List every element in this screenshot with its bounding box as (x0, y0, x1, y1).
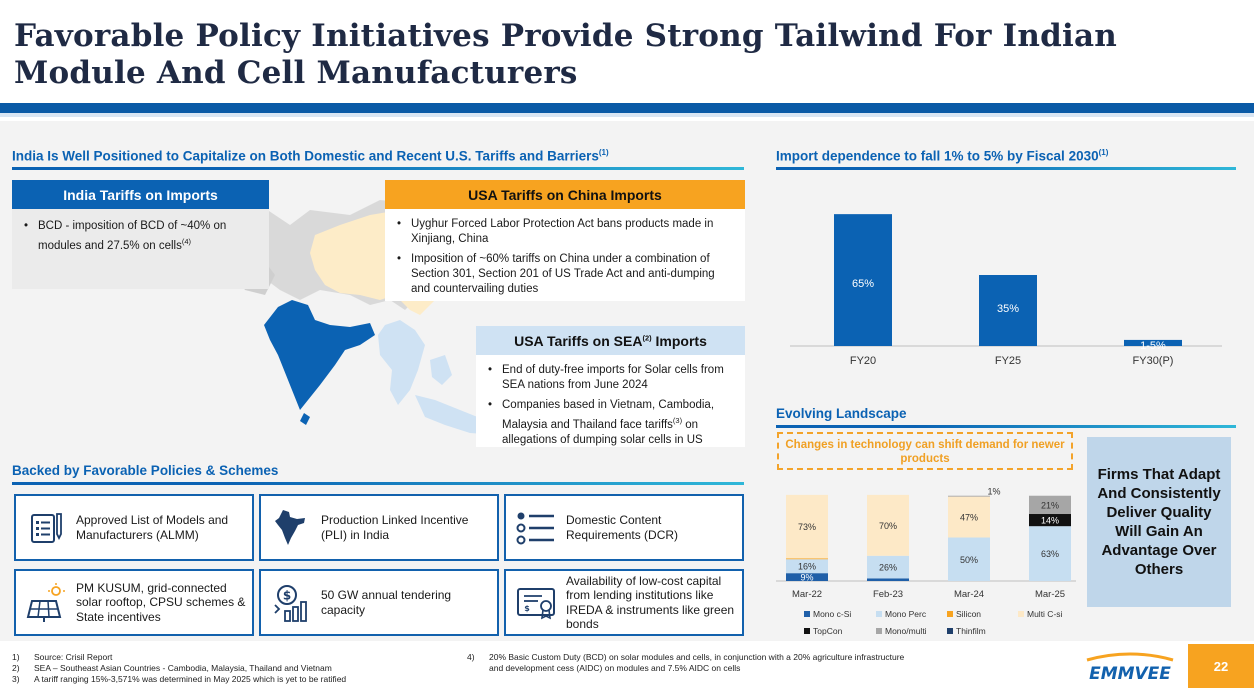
segment-mono-c-si (786, 573, 828, 581)
policy-card-pm-kusum: PM KUSUM, grid-connected solar rooftop, … (14, 569, 254, 636)
bar-value-label: 65% (852, 278, 874, 290)
page-title: Favorable Policy Initiatives Provide Str… (14, 18, 1118, 91)
segment-label: 14% (1041, 516, 1059, 526)
segment-label: 16% (798, 562, 816, 572)
policy-label: Availability of low-cost capital from le… (566, 573, 735, 632)
usa-sea-bullet: Companies based in Vietnam, Cambodia, Ma… (484, 398, 735, 448)
policy-label: 50 GW annual tendering capacity (321, 588, 452, 617)
solar-panel-icon (16, 573, 76, 633)
segment-multi-c-si (786, 494, 828, 559)
list-icon (506, 498, 566, 558)
svg-text:$: $ (524, 604, 530, 613)
bar-fy25 (979, 275, 1037, 346)
segment-mono-perc (1029, 526, 1071, 581)
usa-sea-tariffs-body: End of duty-free imports for Solar cells… (476, 355, 745, 447)
title-divider-light (0, 113, 1254, 117)
footnote: 3) A tariff ranging 15%-3,571% was determ… (12, 674, 347, 684)
segment-mono-perc (867, 555, 909, 579)
segment-label: 63% (1041, 549, 1059, 559)
usa-sea-bullet: End of duty-free imports for Solar cells… (484, 363, 735, 393)
segment-label: 9% (800, 573, 813, 583)
technology-note: Changes in technology can shift demand f… (777, 432, 1073, 470)
segment-topcon (1029, 514, 1071, 527)
policy-label: Domestic Content Requirements (DCR) (566, 513, 679, 542)
policies-heading-underline (12, 482, 744, 485)
svg-text:$: $ (283, 588, 291, 602)
bar-fy20 (834, 214, 892, 346)
india-tariffs-body: BCD - imposition of BCD of ~40% on modul… (12, 209, 269, 289)
x-tick-label: Mar-22 (792, 589, 822, 600)
tariffs-heading: India Is Well Positioned to Capitalize o… (12, 148, 609, 164)
segment-label: 50% (960, 555, 978, 565)
emmvee-logo: EMMVEE (1086, 652, 1174, 684)
segment-mono-c-si (867, 578, 909, 581)
segment-multi-c-si (948, 496, 990, 538)
legend-thinfilm: Thinfilm (947, 626, 986, 636)
usa-china-tariffs-header: USA Tariffs on China Imports (385, 180, 745, 209)
footnote: 2) SEA – Southeast Asian Countries - Camb… (12, 663, 332, 673)
import-dependence-chart: 65% FY20 35% FY25 1-5% FY30(P) (790, 214, 1222, 367)
x-tick-label: FY20 (850, 355, 876, 367)
bar-value-label: 1-5% (1140, 340, 1166, 352)
import-heading-underline (776, 167, 1236, 170)
segment-silicon (786, 558, 828, 560)
footnote: 4) 20% Basic Custom Duty (BCD) on solar m… (467, 652, 905, 673)
india-map-icon (261, 498, 321, 558)
segment-label: 26% (879, 563, 897, 573)
policy-card-capital: $ Availability of low-cost capital from … (504, 569, 744, 636)
segment-label: 21% (1041, 500, 1059, 510)
certificate-icon: $ (506, 573, 566, 633)
usa-sea-tariffs-header: USA Tariffs on SEA(2) Imports (476, 326, 745, 355)
policy-card-tendering: $ 50 GW annual tendering capacity (259, 569, 499, 636)
svg-text:EMMVEE: EMMVEE (1089, 664, 1171, 684)
legend-silicon: Silicon (947, 609, 981, 619)
legend-mono-perc: Mono Perc (876, 609, 926, 619)
india-tariffs-bullet: BCD - imposition of BCD of ~40% on modul… (20, 219, 257, 254)
policies-heading: Backed by Favorable Policies & Schemes (12, 463, 279, 478)
x-tick-label: Feb-23 (873, 589, 903, 600)
x-tick-label: FY30(P) (1133, 355, 1174, 367)
segment-label: 70% (879, 521, 897, 531)
x-tick-label: Mar-24 (954, 589, 984, 600)
policy-label: Approved List of Models and Manufacturer… (76, 513, 229, 542)
policy-card-dcr: Domestic Content Requirements (DCR) (504, 494, 744, 561)
india-tariffs-header: India Tariffs on Imports (12, 180, 269, 209)
usa-china-bullet: Uyghur Forced Labor Protection Act bans … (393, 217, 733, 247)
segment-multi-c-si (867, 494, 909, 556)
segment-mono-multi (1029, 495, 1071, 515)
landscape-heading-underline (776, 425, 1236, 428)
x-tick-label: FY25 (995, 355, 1021, 367)
title-divider (0, 103, 1254, 113)
segment-label: 73% (798, 522, 816, 532)
segment-label: 1% (987, 487, 1000, 497)
segment-mono-perc (786, 559, 828, 574)
money-growth-icon: $ (261, 573, 321, 633)
usa-china-bullet: Imposition of ~60% tariffs on China unde… (393, 252, 733, 297)
legend-topcon: TopCon (804, 626, 842, 636)
segment-mono-perc (948, 537, 990, 581)
policy-label: PM KUSUM, grid-connected solar rooftop, … (76, 580, 246, 624)
segment-mono-multi (948, 495, 990, 497)
legend-multi-csi: Multi C-si (1018, 609, 1062, 619)
firms-callout: Firms That Adapt And Consistently Delive… (1087, 437, 1231, 607)
policy-card-pli: Production Linked Incentive (PLI) in Ind… (259, 494, 499, 561)
checklist-icon (16, 498, 76, 558)
landscape-heading: Evolving Landscape (776, 406, 907, 421)
import-dependence-heading: Import dependence to fall 1% to 5% by Fi… (776, 148, 1109, 164)
legend-mono-csi: Mono c-Si (804, 609, 851, 619)
bar-value-label: 35% (997, 303, 1019, 315)
policy-card-almm: Approved List of Models and Manufacturer… (14, 494, 254, 561)
usa-china-tariffs-body: Uyghur Forced Labor Protection Act bans … (385, 209, 745, 301)
bar-fy30p (1124, 339, 1182, 346)
x-tick-label: Mar-25 (1035, 589, 1065, 600)
footnote: 1) Source: Crisil Report (12, 652, 113, 662)
tariffs-heading-underline (12, 167, 744, 170)
policy-label: Production Linked Incentive (PLI) in Ind… (321, 513, 469, 542)
legend-mono-multi: Mono/multi (876, 626, 927, 636)
technology-mix-chart: 9%16%1%73%Mar-2226%70%Feb-2350%47%1%Mar-… (776, 487, 1076, 600)
page-number: 22 (1188, 644, 1254, 688)
segment-label: 47% (960, 513, 978, 523)
